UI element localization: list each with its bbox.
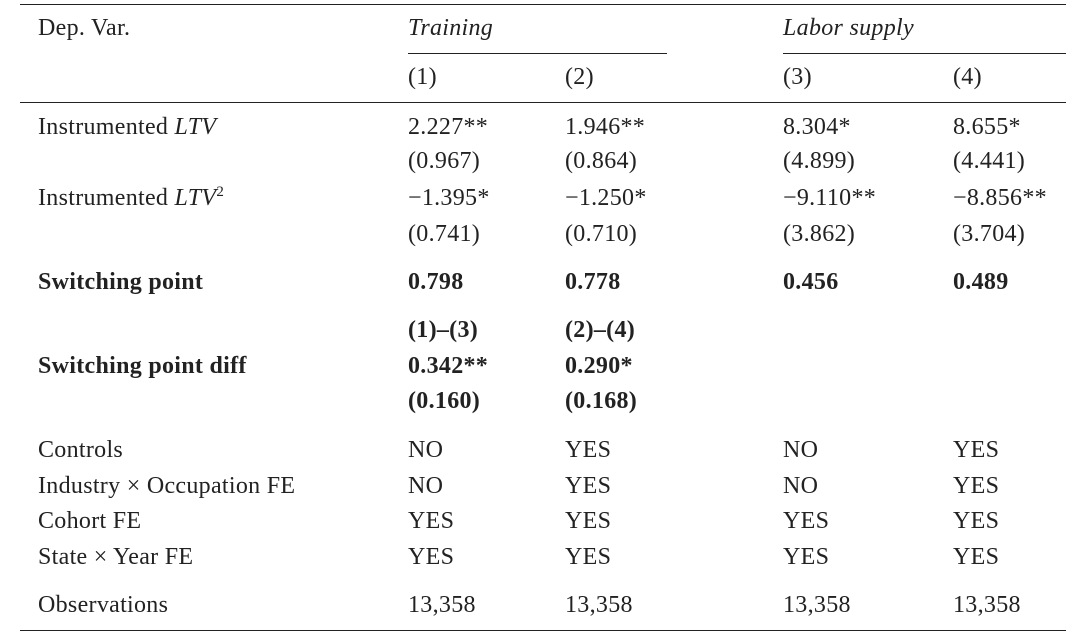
- cell: YES: [953, 544, 1000, 570]
- cell: −8.856**: [953, 185, 1047, 211]
- cell: 0.798: [408, 269, 464, 295]
- cell: YES: [953, 437, 1000, 463]
- cell: 2.227**: [408, 114, 489, 140]
- cell: (0.168): [565, 388, 638, 414]
- label-text: Cohort FE: [38, 508, 142, 534]
- cell: 13,358: [953, 592, 1021, 618]
- label-text: Industry × Occupation FE: [38, 473, 296, 499]
- bottom-rule: [20, 630, 1066, 631]
- cell: YES: [953, 473, 1000, 499]
- column-header: (1): [408, 64, 437, 90]
- row-label: Controls: [38, 436, 123, 464]
- row-label: Industry × Occupation FE: [38, 472, 295, 500]
- cell: NO: [783, 473, 819, 499]
- row-label: Observations: [38, 591, 168, 619]
- label-variable: LTV: [174, 114, 217, 140]
- cell: NO: [783, 437, 819, 463]
- top-rule: [20, 4, 1066, 5]
- cell: YES: [565, 508, 612, 534]
- cell: (0.967): [408, 148, 481, 174]
- group-header: Training: [408, 15, 494, 41]
- header-rule: [20, 102, 1066, 103]
- cell: (1)–(3): [408, 317, 479, 343]
- row-label: Instrumented LTV: [38, 113, 216, 141]
- label-text: Switching point diff: [38, 353, 247, 379]
- cell: 8.655*: [953, 114, 1021, 140]
- label-text: State × Year FE: [38, 544, 194, 570]
- row-label: Switching point: [38, 268, 203, 296]
- row-label: State × Year FE: [38, 543, 193, 571]
- column-header: (2): [565, 64, 594, 90]
- cell: YES: [408, 508, 455, 534]
- cell: 13,358: [408, 592, 476, 618]
- cell: NO: [408, 437, 444, 463]
- label-superscript: 2: [216, 184, 225, 200]
- cell: 0.290*: [565, 353, 633, 379]
- cell: −9.110**: [783, 185, 877, 211]
- cell: YES: [565, 473, 612, 499]
- row-label: Cohort FE: [38, 507, 141, 535]
- row-label: Instrumented LTV2: [38, 184, 224, 212]
- cell: 0.456: [783, 269, 839, 295]
- label-text: Controls: [38, 437, 124, 463]
- cell: 13,358: [565, 592, 633, 618]
- cell: 0.342**: [408, 353, 489, 379]
- group-rule: [408, 53, 667, 54]
- cell: (4.899): [783, 148, 856, 174]
- cell: (3.862): [783, 221, 856, 247]
- dep-var-header: Dep. Var.: [38, 15, 131, 41]
- cell: 8.304*: [783, 114, 851, 140]
- cell: NO: [408, 473, 444, 499]
- cell: 0.778: [565, 269, 621, 295]
- label-text: Switching point: [38, 269, 204, 295]
- column-header: (4): [953, 64, 982, 90]
- cell: −1.250*: [565, 185, 647, 211]
- cell: 1.946**: [565, 114, 646, 140]
- cell: YES: [783, 508, 830, 534]
- cell: 0.489: [953, 269, 1009, 295]
- cell: (0.864): [565, 148, 638, 174]
- group-rule: [783, 53, 1066, 54]
- cell: 13,358: [783, 592, 851, 618]
- cell: (2)–(4): [565, 317, 636, 343]
- row-label: Switching point diff: [38, 352, 247, 380]
- cell: (0.741): [408, 221, 481, 247]
- column-header: (3): [783, 64, 812, 90]
- cell: (3.704): [953, 221, 1026, 247]
- label-text: Observations: [38, 592, 169, 618]
- label-variable: LTV: [174, 185, 217, 211]
- cell: YES: [953, 508, 1000, 534]
- cell: YES: [783, 544, 830, 570]
- cell: −1.395*: [408, 185, 490, 211]
- cell: YES: [565, 437, 612, 463]
- group-header: Labor supply: [783, 15, 914, 41]
- cell: (0.710): [565, 221, 638, 247]
- label-text: Instrumented: [38, 185, 175, 211]
- cell: YES: [565, 544, 612, 570]
- cell: (4.441): [953, 148, 1026, 174]
- cell: (0.160): [408, 388, 481, 414]
- label-text: Instrumented: [38, 114, 175, 140]
- cell: YES: [408, 544, 455, 570]
